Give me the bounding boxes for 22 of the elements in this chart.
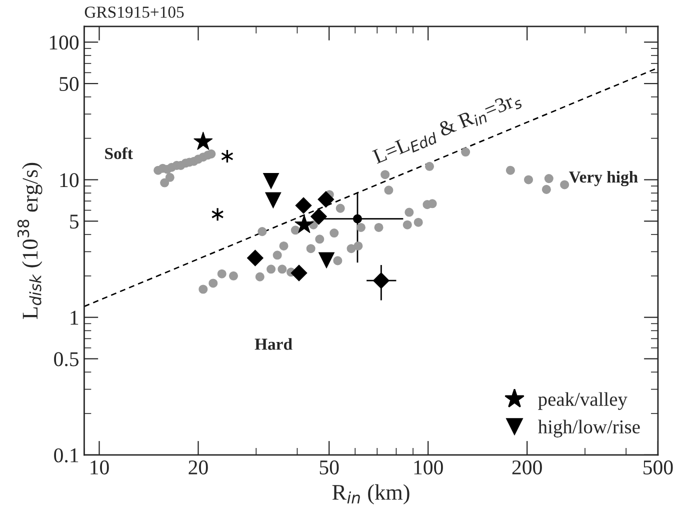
y-tick-label: 10: [60, 173, 79, 188]
x-tick-label: 100: [414, 460, 443, 474]
x-tick-label: 50: [320, 460, 339, 474]
x-tick-label: 10: [90, 460, 109, 474]
y-axis-title: L$_{disk}$ (10$^{38}$ erg/s): [17, 162, 42, 319]
legend-label: peak/valley: [538, 392, 628, 410]
annotation: Soft: [105, 147, 133, 160]
legend-label: high/low/rise: [538, 420, 640, 438]
y-tick-label: 5: [70, 214, 79, 229]
x-tick-label: 20: [188, 460, 208, 474]
y-tick-label: 50: [60, 76, 79, 91]
annotation: L=L$_{Edd}$ & R$_{in}$=3r$_{s}$: [372, 90, 523, 168]
x-tick-label: 200: [512, 460, 542, 474]
chart-title: GRS1915+105: [84, 6, 184, 18]
y-tick-label: 0.1: [54, 448, 78, 462]
y-tick-label: 1: [70, 310, 78, 325]
x-tick-label: 500: [644, 460, 673, 474]
annotation: Very high: [568, 170, 638, 186]
annotation: Hard: [254, 338, 292, 350]
y-tick-label: 100: [50, 36, 79, 50]
y-tick-label: 0.5: [54, 352, 79, 366]
x-axis-title: R$_{in}$ (km): [332, 484, 410, 504]
